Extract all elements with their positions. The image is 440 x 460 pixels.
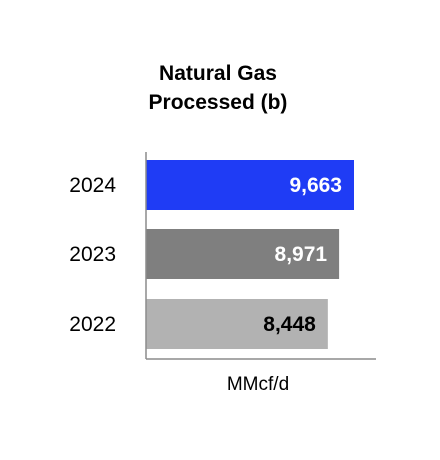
chart-title-line-1: Natural Gas <box>159 62 277 85</box>
data-label-2022: 8,448 <box>263 313 316 336</box>
y-tick-label-2022: 2022 <box>69 313 116 336</box>
data-label-2023: 8,971 <box>275 243 328 266</box>
data-label-2024: 9,663 <box>289 174 342 197</box>
bar-2024 <box>146 160 354 210</box>
chart-title-line-2: Processed (b) <box>149 91 288 114</box>
x-axis-label: MMcf/d <box>227 374 289 395</box>
y-tick-label-2024: 2024 <box>69 174 116 197</box>
bar-2022 <box>146 299 328 349</box>
bar-2023 <box>146 229 340 279</box>
bars-group: 2024 9,663 2023 8,971 2022 8,448 <box>69 160 354 349</box>
y-tick-label-2023: 2023 <box>69 243 116 266</box>
